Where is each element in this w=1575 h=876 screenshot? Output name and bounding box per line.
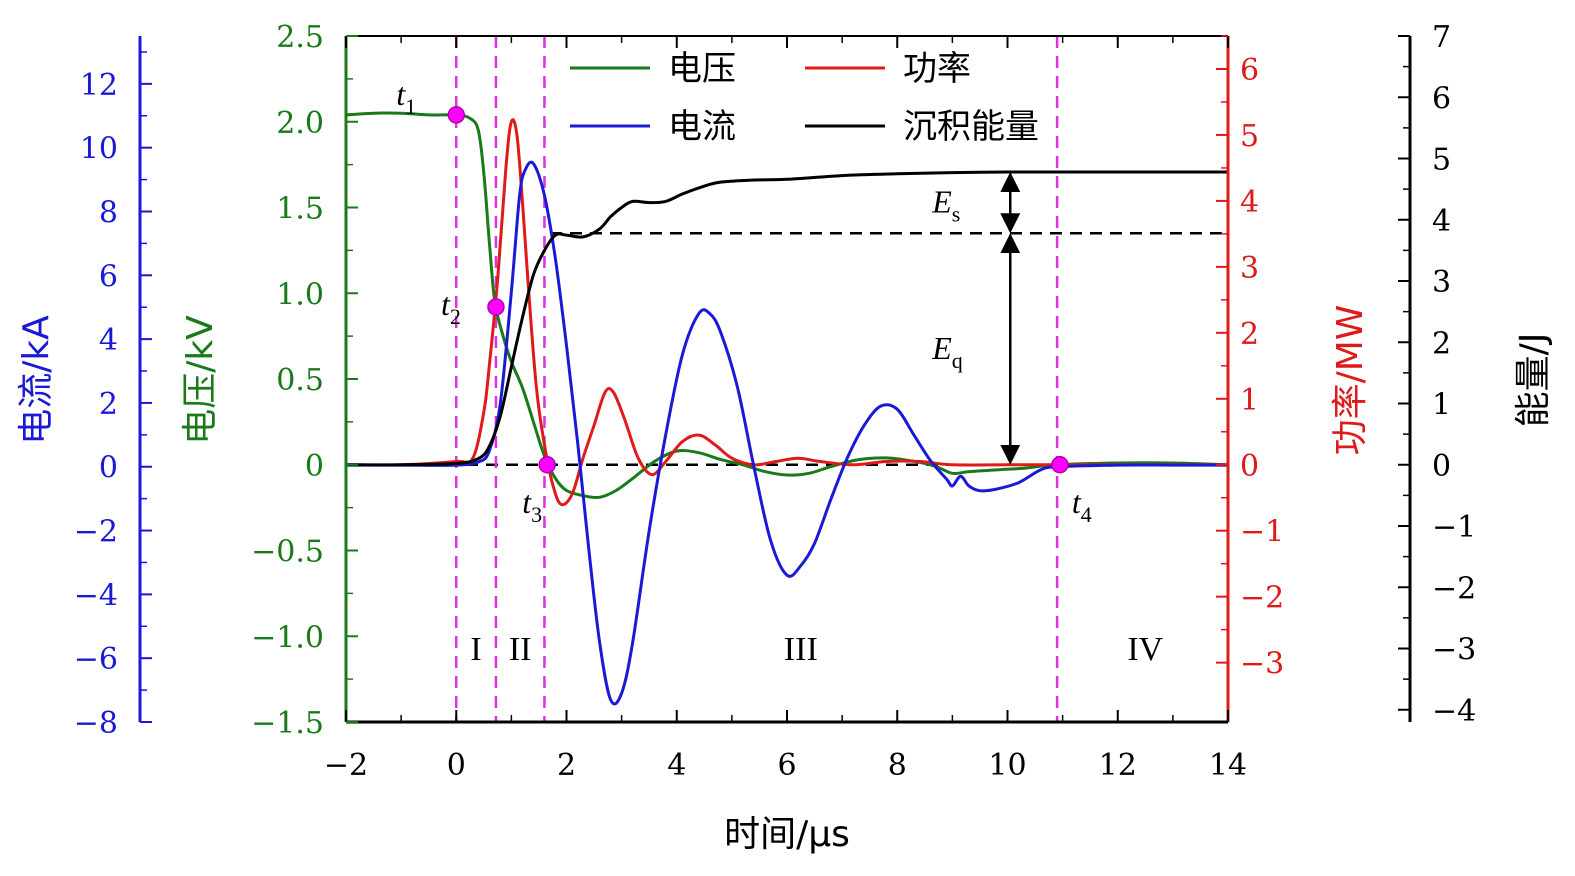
- energy-tick-label: 2: [1432, 326, 1451, 361]
- region-label: I: [470, 631, 481, 668]
- voltage-tick-label: 0: [305, 449, 324, 484]
- voltage-tick-label: −0.5: [251, 535, 324, 570]
- energy-tick-label: −3: [1432, 633, 1476, 668]
- energy-axis-title: 能量/J: [1513, 333, 1554, 428]
- plot-area: [346, 36, 1228, 722]
- x-tick-label: 14: [1209, 748, 1247, 783]
- current-tick-label: 6: [99, 259, 118, 294]
- x-tick-label: 8: [888, 748, 907, 783]
- energy-tick-label: −2: [1432, 571, 1476, 606]
- voltage-tick-label: −1.0: [251, 620, 324, 655]
- time-marker-point: [1051, 456, 1069, 474]
- energy-tick-label: 5: [1432, 143, 1451, 178]
- current-axis-title: 电流/kA: [16, 315, 57, 445]
- current-tick-label: 10: [80, 132, 118, 167]
- region-label: III: [784, 631, 818, 668]
- current-tick-label: −4: [74, 578, 118, 613]
- voltage-tick-label: 2.0: [276, 106, 324, 141]
- reference-lines: [346, 36, 1228, 722]
- power-tick-label: −3: [1240, 647, 1284, 682]
- power-tick-label: 4: [1240, 185, 1259, 220]
- series-line-energy: [346, 170, 1228, 467]
- legend-label-voltage: 电压: [668, 49, 736, 89]
- region-label: IV: [1127, 631, 1163, 668]
- current-tick-label: −8: [74, 706, 118, 741]
- x-tick-label: 12: [1099, 748, 1137, 783]
- time-marker-label: t3: [522, 484, 542, 527]
- voltage-tick-label: 0.5: [276, 363, 324, 398]
- energy-tick-label: 6: [1432, 81, 1451, 116]
- time-marker-point: [487, 298, 505, 316]
- voltage-axis-title: 电压/kV: [180, 315, 221, 445]
- x-tick-label: 0: [447, 748, 466, 783]
- energy-tick-label: −4: [1432, 694, 1476, 729]
- x-tick-label: 4: [667, 748, 686, 783]
- current-tick-label: 0: [99, 451, 118, 486]
- power-tick-label: 1: [1240, 383, 1259, 418]
- energy-tick-label: 1: [1432, 388, 1451, 423]
- energy-tick-label: 4: [1432, 204, 1451, 239]
- time-marker-label: t4: [1072, 484, 1092, 527]
- power-tick-label: 6: [1240, 53, 1259, 88]
- x-axis-title: 时间/μs: [724, 814, 850, 855]
- voltage-tick-label: 1.0: [276, 277, 324, 312]
- legend-label-power: 功率: [903, 49, 971, 89]
- energy-tick-label: 3: [1432, 265, 1451, 300]
- energy-tick-label: −1: [1432, 510, 1476, 545]
- power-tick-label: 3: [1240, 251, 1259, 286]
- power-tick-label: 5: [1240, 119, 1259, 154]
- series-line-voltage: [346, 111, 1228, 500]
- legend-label-energy: 沉积能量: [903, 107, 1039, 147]
- region-label: II: [509, 631, 532, 668]
- voltage-tick-label: −1.5: [251, 706, 324, 741]
- time-marker-point: [538, 456, 556, 474]
- power-tick-label: −1: [1240, 515, 1284, 550]
- legend-label-current: 电流: [668, 107, 736, 147]
- legend: 电压 功率 电流 沉积能量: [570, 49, 1039, 147]
- time-marker-point: [447, 106, 465, 124]
- current-tick-label: −6: [74, 642, 118, 677]
- voltage-tick-label: 2.5: [276, 20, 324, 55]
- marker-layer: t1 t2 t3 t4: [396, 76, 1092, 527]
- series-line-power: [346, 118, 1228, 507]
- current-tick-label: −2: [74, 515, 118, 550]
- axis-ticks: −2 0 2 4 6 8 10 12 14−8−6−4−2024681012−1.5−1.0−0…: [74, 20, 1476, 783]
- energy-span-label: Eq: [931, 330, 963, 373]
- x-tick-label: 2: [557, 748, 576, 783]
- x-tick-label: 6: [777, 748, 796, 783]
- power-tick-label: 0: [1240, 449, 1259, 484]
- power-tick-label: 2: [1240, 317, 1259, 352]
- x-tick-label: −2: [324, 748, 368, 783]
- series-layer: [346, 111, 1228, 706]
- x-tick-label: 10: [988, 748, 1026, 783]
- power-axis-title: 功率/MW: [1330, 305, 1371, 456]
- energy-tick-label: 7: [1432, 20, 1451, 55]
- series-line-current: [346, 160, 1228, 706]
- current-tick-label: 2: [99, 387, 118, 422]
- energy-span-label: Es: [931, 184, 960, 227]
- time-marker-label: t2: [441, 286, 461, 329]
- current-tick-label: 12: [80, 68, 118, 103]
- energy-tick-label: 0: [1432, 449, 1451, 484]
- current-tick-label: 8: [99, 195, 118, 230]
- voltage-tick-label: 1.5: [276, 192, 324, 227]
- current-tick-label: 4: [99, 323, 118, 358]
- time-marker-label: t1: [396, 76, 416, 119]
- power-tick-label: −2: [1240, 581, 1284, 616]
